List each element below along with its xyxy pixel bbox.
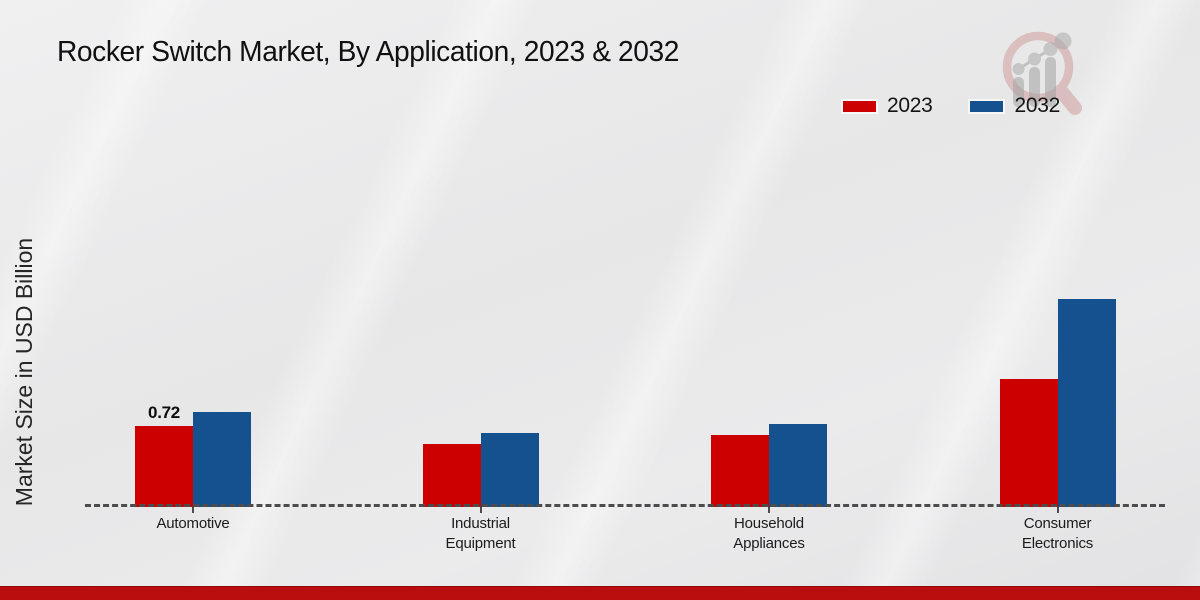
x-axis-tick [479,507,482,513]
legend: 2023 2032 [842,94,1060,118]
category-label-industrial-equipment: Industrial Equipment [445,515,516,552]
bar-2023-industrial-equipment [422,444,481,507]
chart-title: Rocker Switch Market, By Application, 20… [57,36,680,68]
legend-swatch-2023 [842,100,876,112]
bar-2032-industrial-equipment [480,433,539,507]
legend-label: 2032 [1014,94,1060,117]
bottom-accent-bar [0,586,1200,600]
x-axis-tick [192,507,194,513]
x-axis-line [85,504,1165,507]
x-axis-tick [1056,507,1059,513]
magnifier-bar-chart-logo [1002,31,1082,115]
bar-2023-automotive [135,426,193,507]
legend-item-2023: 2023 [842,94,933,118]
legend-swatch-2032 [970,100,1004,112]
bar-2032-automotive [193,412,251,507]
value-label-0.72: 0.72 [148,403,180,422]
bar-2023-household-appliances [711,435,769,507]
bar-2032-consumer-electronics [1057,299,1116,507]
legend-item-2032: 2032 [970,94,1060,118]
bar-2023-consumer-electronics [999,379,1058,507]
category-label-automotive: Automotive [156,515,230,532]
legend-label: 2023 [886,94,933,117]
category-label-household-appliances: Household Appliances [733,515,805,552]
bar-2032-household-appliances [769,424,827,507]
category-label-consumer-electronics: Consumer Electronics [1021,515,1094,552]
magnifier-handle-icon [1054,84,1082,115]
bar-trend-icon [1012,32,1072,107]
x-axis-tick [768,507,770,513]
